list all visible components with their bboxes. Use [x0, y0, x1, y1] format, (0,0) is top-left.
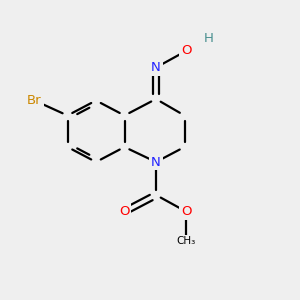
Text: O: O: [181, 44, 191, 58]
Text: N: N: [151, 155, 161, 169]
Text: O: O: [181, 205, 191, 218]
Text: N: N: [151, 61, 161, 74]
Text: Br: Br: [27, 94, 42, 107]
Text: H: H: [204, 32, 213, 46]
Text: CH₃: CH₃: [176, 236, 196, 247]
Text: O: O: [119, 205, 130, 218]
